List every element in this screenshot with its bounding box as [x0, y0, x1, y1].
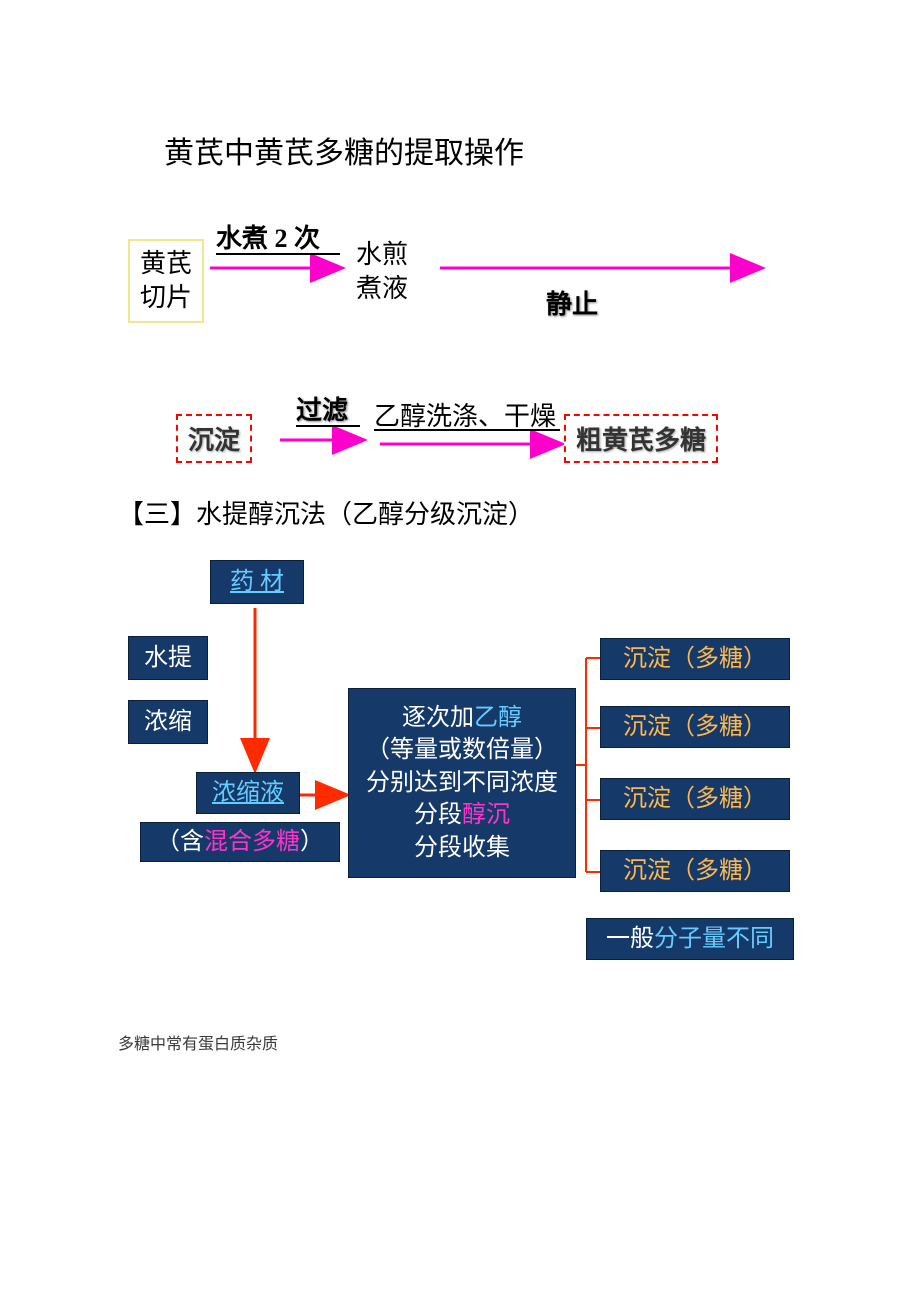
arrow-label-filter: 过滤	[296, 394, 348, 428]
node-nongsuo: 浓缩	[128, 700, 208, 744]
node-note: 一般分子量不同	[586, 918, 794, 960]
box-huangqi-slice: 黄芪 切片	[128, 239, 204, 323]
node-nongsuoye: 浓缩液	[196, 772, 300, 814]
arrow-label-boil: 水煮 2 次	[216, 222, 320, 256]
node-out2: 沉淀（多糖）	[600, 706, 790, 748]
node-process: 逐次加乙醇 （等量或数倍量） 分别达到不同浓度 分段醇沉 分段收集	[348, 688, 576, 878]
node-hunheduotang: （含混合多糖）	[140, 822, 340, 862]
section3-heading: 【三】水提醇沉法（乙醇分级沉淀）	[118, 494, 534, 531]
diagram-canvas: 黄芪中黄芪多糖的提取操作 黄芪 切片 水煮 2 次 水煎 煮液 静止 沉淀 过滤…	[0, 0, 920, 1302]
node-shuiti: 水提	[128, 636, 208, 680]
node-out4: 沉淀（多糖）	[600, 850, 790, 892]
box-decoction: 水煎 煮液	[356, 238, 408, 306]
node-yaocai: 药 材	[210, 560, 304, 604]
section1-title: 黄芪中黄芪多糖的提取操作	[164, 128, 524, 172]
box-crude-polysaccharide: 粗黄芪多糖	[564, 414, 718, 463]
arrow-label-ethanol-wash: 乙醇洗涤、干燥	[374, 400, 564, 434]
arrow-label-still: 静止	[546, 288, 598, 322]
node-out1: 沉淀（多糖）	[600, 638, 790, 680]
box-precipitate: 沉淀	[176, 414, 252, 463]
footer-text: 多糖中常有蛋白质杂质	[118, 1030, 278, 1054]
node-out3: 沉淀（多糖）	[600, 778, 790, 820]
